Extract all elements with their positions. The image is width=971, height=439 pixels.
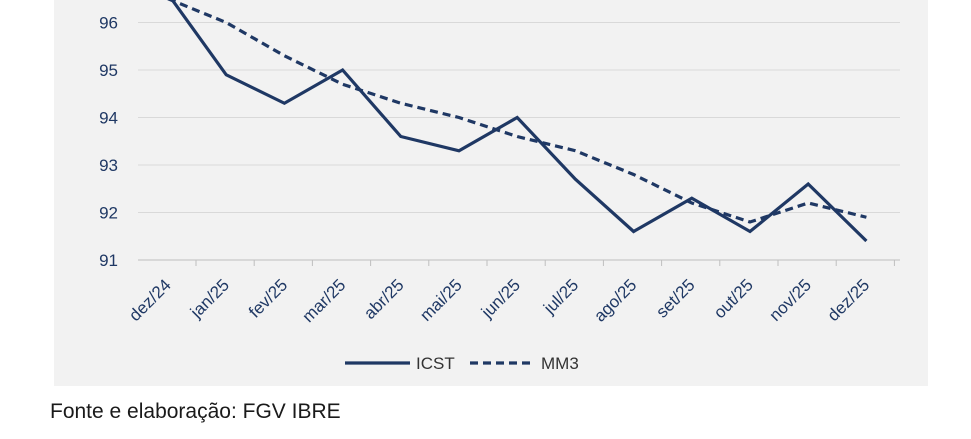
y-tick-label: 95 (99, 61, 118, 80)
y-tick-label: 94 (99, 109, 118, 128)
y-axis: 91 92 93 94 95 96 (99, 14, 118, 271)
y-tick-label: 92 (99, 204, 118, 223)
x-tick-label: jul/25 (539, 275, 582, 318)
x-tick-label: out/25 (710, 275, 757, 322)
x-tick-label: abr/25 (360, 275, 408, 323)
x-axis: dez/24 jan/25 fev/25 mar/25 abr/25 mai/25 jun/… (125, 259, 900, 326)
x-tick-label: mai/25 (416, 275, 466, 325)
line-chart: 91 92 93 94 95 96 dez/24 jan/25 fev/25 mar/25 abr… (99, 0, 900, 373)
series-line-mm3 (167, 0, 867, 224)
series (167, 0, 868, 243)
x-tick-label: ago/25 (590, 275, 640, 325)
x-tick-label: jan/25 (186, 275, 233, 322)
source-note: Fonte e elaboração: FGV IBRE (50, 400, 341, 423)
x-tick-label: mar/25 (299, 275, 350, 326)
x-tick-label: jun/25 (477, 275, 524, 322)
legend-label-mm3: MM3 (541, 354, 579, 373)
series-line-icst (170, 0, 868, 243)
x-tick-label: nov/25 (765, 275, 815, 325)
x-tick-label: dez/25 (824, 275, 874, 325)
y-tick-label: 96 (99, 14, 118, 33)
x-tick-label: set/25 (652, 275, 698, 321)
legend-label-icst: ICST (416, 354, 455, 373)
legend: ICST MM3 (345, 354, 579, 373)
x-tick-label: fev/25 (245, 275, 291, 321)
x-tick-label: dez/24 (125, 275, 175, 325)
chart-panel (54, 0, 928, 386)
y-tick-label: 93 (99, 156, 118, 175)
y-tick-label: 91 (99, 251, 118, 270)
